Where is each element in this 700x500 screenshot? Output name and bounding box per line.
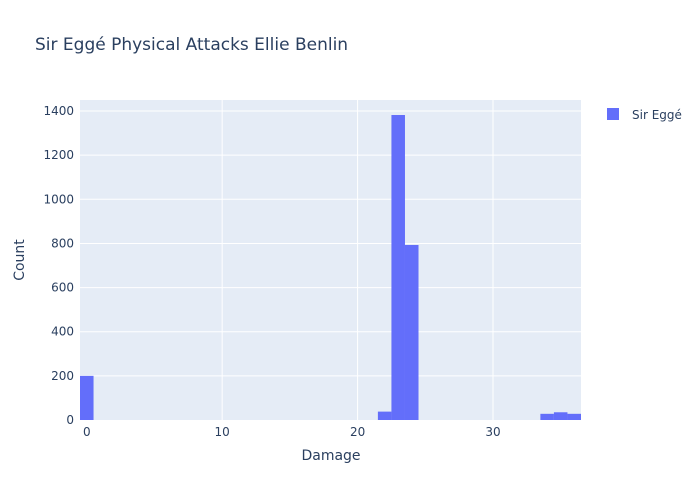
x-tick-label: 20 [350,425,365,439]
y-tick-label: 1200 [43,148,74,162]
y-tick-labels: 0 200 400 600 800 1000 1200 1400 [43,104,74,427]
x-tick-label: 10 [215,425,230,439]
histogram-bar[interactable] [553,412,568,420]
y-tick-label: 0 [66,413,74,427]
y-axis-label: Count [12,239,28,281]
histogram-bar[interactable] [377,411,392,420]
y-tick-label: 1000 [43,192,74,206]
y-tick-label: 1400 [43,104,74,118]
x-tick-label: 0 [83,425,91,439]
histogram-bar[interactable] [80,375,94,420]
plot-background [80,100,581,420]
histogram-bar[interactable] [391,115,405,420]
histogram-bar[interactable] [567,413,581,420]
bars [80,115,581,420]
y-tick-label: 800 [51,236,74,250]
legend[interactable]: Sir Eggé [607,108,682,122]
chart-title: Sir Eggé Physical Attacks Ellie Benlin [35,35,348,55]
gridlines [80,100,581,420]
x-tick-label: 30 [485,425,500,439]
legend-swatch [607,108,619,120]
y-tick-label: 200 [51,369,74,383]
histogram-bar[interactable] [540,413,554,420]
x-axis-label: Damage [301,448,360,464]
y-tick-label: 600 [51,281,74,295]
legend-label: Sir Eggé [632,108,682,122]
histogram-bar[interactable] [404,244,419,420]
y-tick-label: 400 [51,325,74,339]
x-tick-labels: 0 10 20 30 [83,425,501,439]
